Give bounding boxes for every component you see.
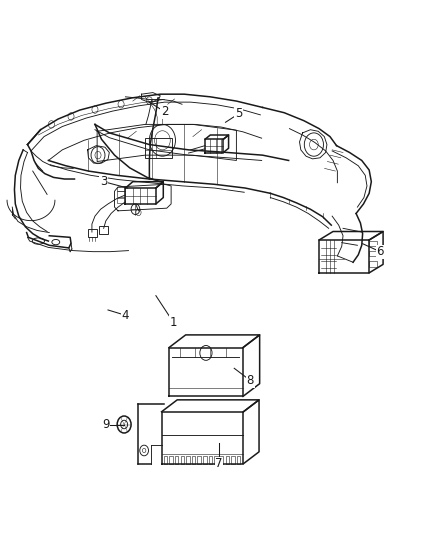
- Text: 7: 7: [215, 457, 223, 470]
- Bar: [198, 456, 201, 464]
- Bar: [145, 138, 172, 158]
- Bar: [117, 198, 125, 203]
- Bar: [164, 456, 167, 464]
- Text: 2: 2: [161, 105, 168, 118]
- Bar: [369, 251, 377, 256]
- Bar: [231, 456, 235, 464]
- Bar: [117, 187, 125, 191]
- Bar: [369, 261, 377, 266]
- Text: 6: 6: [376, 245, 384, 258]
- Bar: [192, 456, 195, 464]
- Bar: [186, 456, 190, 464]
- Bar: [237, 456, 240, 464]
- Bar: [369, 241, 377, 246]
- Bar: [220, 456, 223, 464]
- Bar: [175, 456, 178, 464]
- Text: 4: 4: [122, 309, 129, 322]
- Text: 9: 9: [102, 418, 110, 431]
- Bar: [203, 456, 207, 464]
- Bar: [170, 456, 173, 464]
- Text: 3: 3: [100, 175, 107, 188]
- Bar: [99, 226, 108, 233]
- Bar: [117, 191, 125, 197]
- Bar: [226, 456, 229, 464]
- Text: 5: 5: [235, 107, 242, 120]
- Bar: [214, 456, 218, 464]
- Bar: [88, 229, 97, 237]
- Bar: [180, 456, 184, 464]
- Bar: [209, 456, 212, 464]
- Text: 8: 8: [247, 374, 254, 387]
- Text: 1: 1: [170, 316, 177, 329]
